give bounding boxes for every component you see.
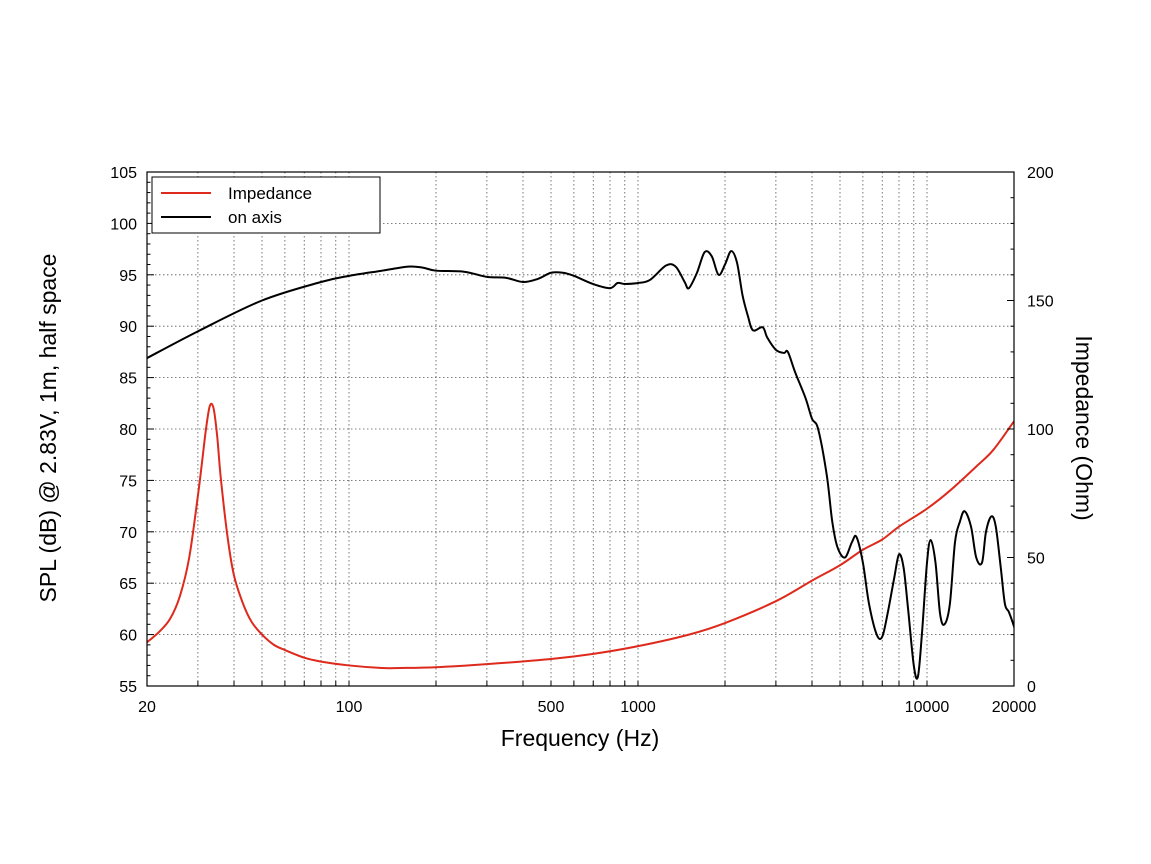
tick-labels: 55 60 65 70 75 80 85 90 95 100 105 0 50 100 150 200 20 10… (110, 165, 1054, 716)
y-tick-label-right: 100 (1027, 422, 1054, 439)
y-tick-label-left: 65 (119, 576, 137, 593)
y-tick-label-right: 0 (1027, 679, 1036, 696)
tick-marks (146, 171, 1015, 687)
x-tick-label: 500 (538, 699, 565, 716)
y-axis-title-right: Impedance (Ohm) (1071, 335, 1097, 520)
series-line-on-axis (147, 250, 1014, 680)
y-tick-label-left: 95 (119, 268, 137, 285)
grid (147, 172, 1014, 686)
y-tick-label-left: 70 (119, 525, 137, 542)
y-axis-title-left: SPL (dB) @ 2.83V, 1m, half space (35, 254, 61, 603)
series-line-impedance (147, 402, 1014, 670)
y-tick-label-left: 85 (119, 371, 137, 388)
y-tick-label-left: 55 (119, 679, 137, 696)
legend-label-impedance: Impedance (228, 184, 312, 203)
x-axis-title: Frequency (Hz) (501, 725, 659, 751)
legend-label-on-axis: on axis (228, 208, 282, 227)
y-tick-label-right: 50 (1027, 551, 1045, 568)
series-layer (147, 250, 1014, 680)
x-tick-label: 100 (336, 699, 363, 716)
y-tick-label-left: 75 (119, 473, 137, 490)
x-tick-label: 1000 (620, 699, 656, 716)
y-tick-label-right: 200 (1027, 165, 1054, 182)
x-tick-label: 10000 (905, 699, 950, 716)
y-tick-label-left: 90 (119, 319, 137, 336)
x-tick-label: 20000 (992, 699, 1037, 716)
y-tick-label-left: 100 (110, 216, 137, 233)
y-tick-label-left: 105 (110, 165, 137, 182)
legend: Impedance on axis (151, 176, 381, 234)
x-tick-label: 20 (138, 699, 156, 716)
legend-box (151, 176, 381, 234)
y-tick-label-right: 150 (1027, 294, 1054, 311)
y-tick-label-left: 60 (119, 628, 137, 645)
y-tick-label-left: 80 (119, 422, 137, 439)
